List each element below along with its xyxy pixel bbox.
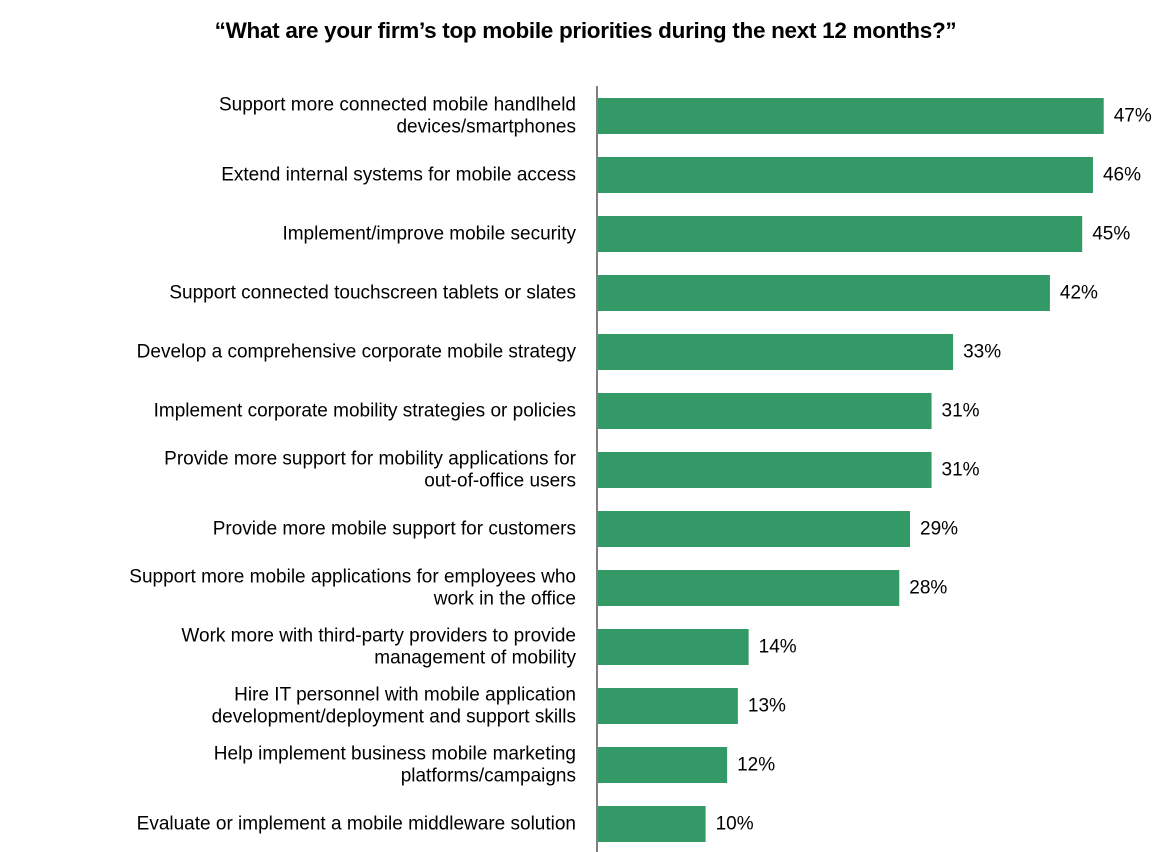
- category-label-line: Evaluate or implement a mobile middlewar…: [137, 814, 576, 835]
- bar: [598, 275, 1050, 311]
- category-label-line: Support more connected mobile handlheld: [219, 95, 576, 116]
- bar: [598, 570, 900, 606]
- bar: [598, 688, 738, 724]
- category-label-line: Work more with third-party providers to …: [181, 626, 576, 647]
- value-label: 45%: [1092, 224, 1130, 245]
- category-label: Support connected touchscreen tablets or…: [169, 283, 576, 304]
- category-label: Support more mobile applications for emp…: [129, 567, 576, 610]
- value-label: 42%: [1060, 283, 1098, 304]
- bar: [598, 747, 728, 783]
- value-label: 13%: [748, 696, 786, 717]
- category-label-line: Implement corporate mobility strategies …: [154, 401, 576, 422]
- bar: [598, 157, 1093, 193]
- category-label: Extend internal systems for mobile acces…: [221, 165, 576, 186]
- bar: [598, 393, 932, 429]
- category-label-line: management of mobility: [374, 648, 576, 669]
- category-label-line: platforms/campaigns: [401, 766, 576, 787]
- category-label-line: Provide more support for mobility applic…: [164, 449, 577, 470]
- category-label: Work more with third-party providers to …: [181, 626, 576, 669]
- category-label-line: devices/smartphones: [396, 117, 576, 138]
- category-label-line: Develop a comprehensive corporate mobile…: [137, 342, 577, 363]
- category-label-line: work in the office: [433, 589, 576, 610]
- category-label: Develop a comprehensive corporate mobile…: [137, 342, 577, 363]
- chart-title: “What are your firm’s top mobile priorit…: [214, 18, 957, 43]
- category-label: Implement corporate mobility strategies …: [154, 401, 576, 422]
- category-label-line: Extend internal systems for mobile acces…: [221, 165, 576, 186]
- value-label: 28%: [909, 578, 947, 599]
- value-label: 46%: [1103, 165, 1141, 186]
- category-label-line: Help implement business mobile marketing: [214, 744, 576, 765]
- value-label: 31%: [942, 401, 980, 422]
- category-label: Support more connected mobile handlheld d…: [219, 95, 576, 138]
- bar: [598, 452, 932, 488]
- value-label: 14%: [759, 637, 797, 658]
- category-label-line: Provide more mobile support for customer…: [213, 519, 576, 540]
- value-label: 31%: [942, 460, 980, 481]
- bar: [598, 334, 954, 370]
- value-label: 47%: [1114, 106, 1152, 127]
- bar: [598, 629, 749, 665]
- category-label: Provide more mobile support for customer…: [213, 519, 576, 540]
- value-label: 10%: [716, 814, 754, 835]
- bar: [598, 806, 706, 842]
- category-label-line: development/deployment and support skill…: [212, 707, 576, 728]
- category-label: Evaluate or implement a mobile middlewar…: [137, 814, 576, 835]
- value-label: 29%: [920, 519, 958, 540]
- category-label: Provide more support for mobility applic…: [164, 449, 577, 492]
- category-label-line: Support more mobile applications for emp…: [129, 567, 576, 588]
- category-label: Implement/improve mobile security: [282, 224, 576, 245]
- value-label: 12%: [737, 755, 775, 776]
- category-label: Hire IT personnel with mobile applicatio…: [212, 685, 576, 728]
- bar: [598, 98, 1104, 134]
- value-label: 33%: [963, 342, 1001, 363]
- bar: [598, 511, 911, 547]
- category-label-line: Support connected touchscreen tablets or…: [169, 283, 576, 304]
- category-label-line: Implement/improve mobile security: [282, 224, 576, 245]
- category-label-line: Hire IT personnel with mobile applicatio…: [234, 685, 576, 706]
- category-label-line: out-of-office users: [424, 471, 576, 492]
- bar: [598, 216, 1083, 252]
- category-label: Help implement business mobile marketing…: [214, 744, 576, 787]
